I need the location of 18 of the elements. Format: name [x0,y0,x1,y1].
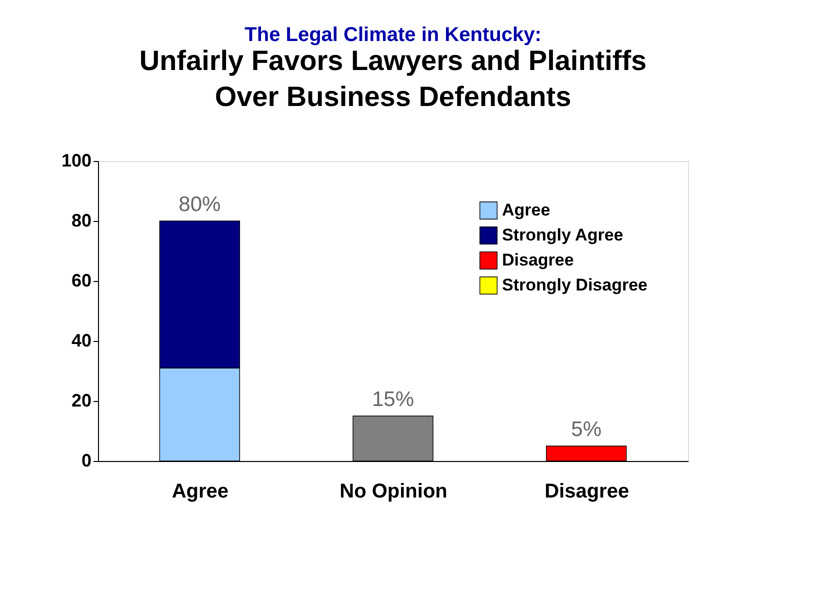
y-tick-label: 60 [71,270,92,290]
legend-label: Disagree [502,250,574,270]
x-tick-label: No Opinion [340,480,448,502]
legend-label: Strongly Disagree [502,276,648,294]
y-tick-label: 20 [71,390,92,410]
legend-label: Agree [502,200,550,220]
x-tick-label: Agree [172,480,229,502]
chart-subtitle: Unfairly Favors Lawyers and Plaintiffs Over Business Defendants [139,45,647,112]
total-label: 80% [178,193,221,216]
y-tick-label: 80 [71,210,92,230]
total-label: 5% [571,418,602,441]
y-tick-label: 40 [71,330,92,350]
total-label: 15% [372,388,414,411]
legend-label: Strongly Agree [502,226,624,244]
x-tick-label: Disagree [544,480,630,502]
y-tick-label: 0 [81,450,92,470]
chart-title: The Legal Climate in Kentucky: [244,24,542,46]
y-tick-label: 100 [61,150,92,170]
